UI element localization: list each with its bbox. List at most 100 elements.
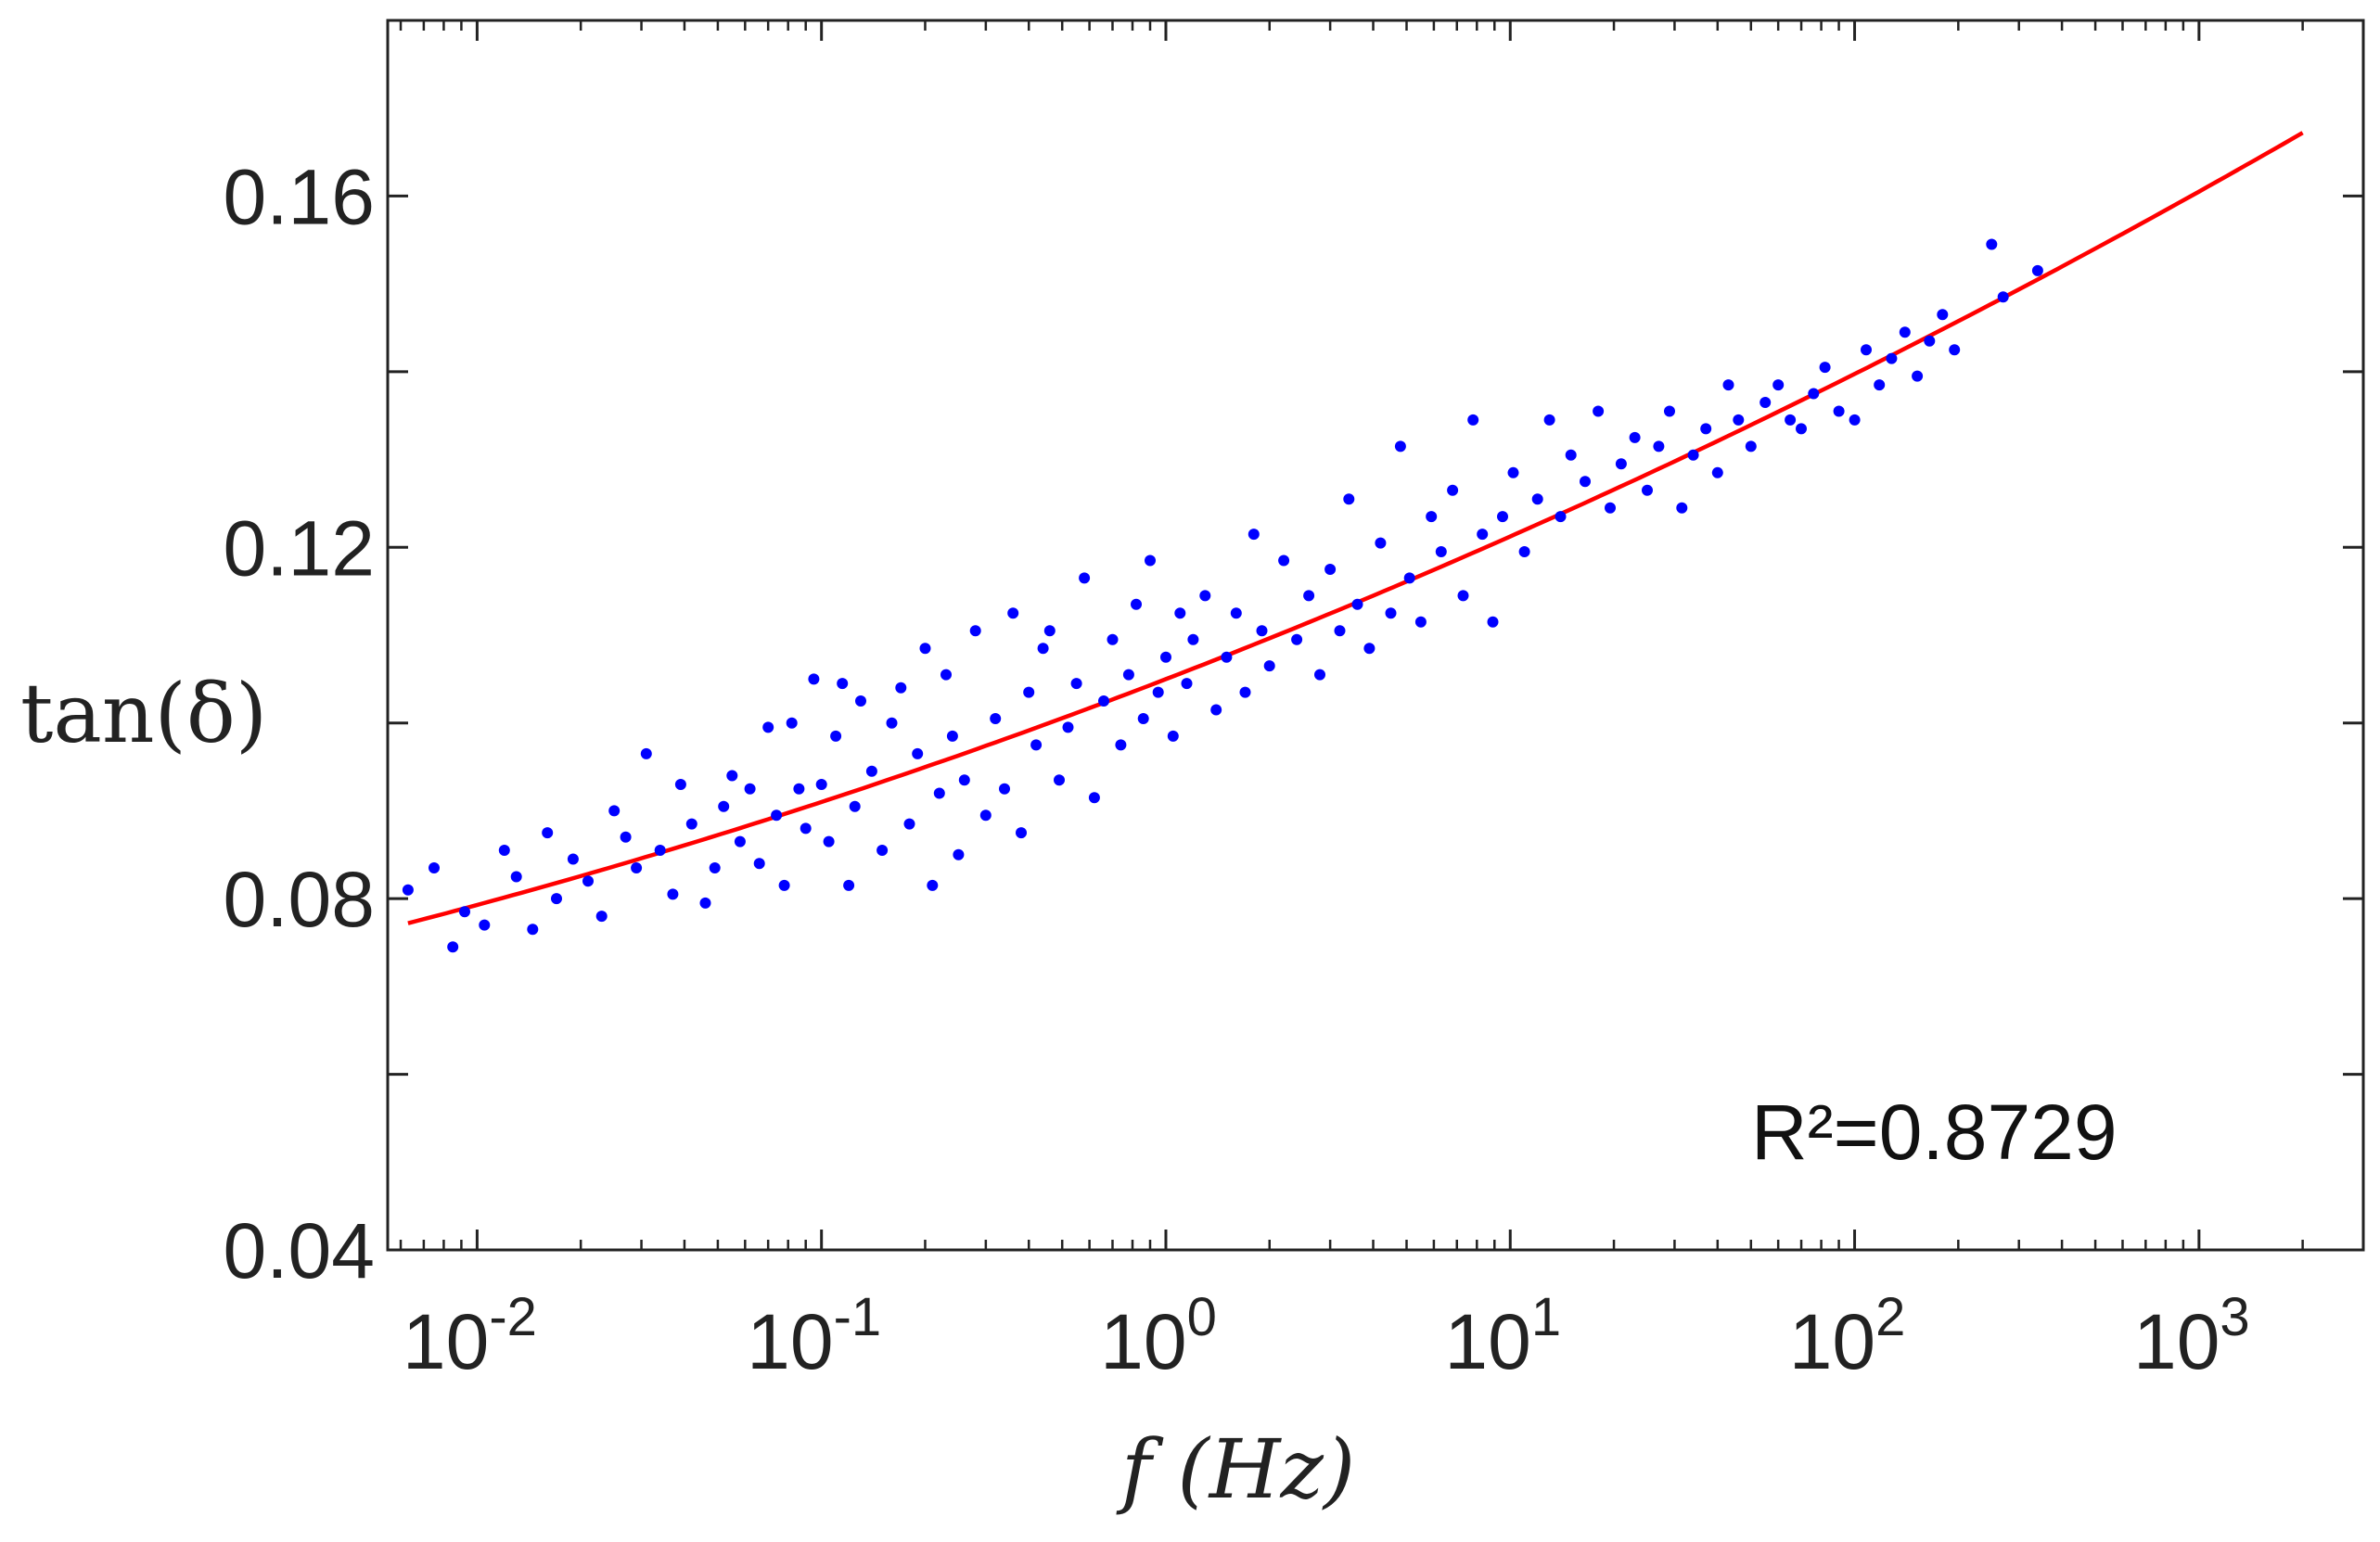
data-point [1555, 511, 1567, 523]
data-point [1263, 660, 1275, 672]
data-point [640, 747, 652, 759]
data-point [969, 625, 981, 637]
data-point [402, 884, 414, 896]
y-tick-label: 0.04 [224, 1207, 376, 1294]
data-point [1497, 511, 1508, 523]
data-point [946, 730, 958, 742]
data-point [1759, 397, 1772, 408]
data-point [1664, 405, 1675, 417]
data-point [958, 774, 970, 786]
data-point [1565, 449, 1577, 461]
data-point [1030, 739, 1043, 751]
data-point [1849, 414, 1861, 426]
data-point [1088, 792, 1100, 804]
data-point [793, 783, 805, 795]
data-point [1733, 414, 1745, 426]
data-point [1324, 564, 1337, 575]
data-point [582, 875, 594, 887]
data-point [674, 779, 686, 790]
data-point [1023, 686, 1035, 698]
data-point [1605, 502, 1616, 514]
data-point [527, 924, 539, 936]
data-point [1403, 572, 1415, 584]
data-point [1861, 344, 1872, 356]
data-point [1924, 335, 1936, 347]
data-point [608, 805, 621, 817]
data-point [1167, 730, 1179, 742]
data-point [919, 643, 931, 655]
data-point [830, 730, 842, 742]
data-point [1833, 405, 1845, 417]
y-tick-label: 0.16 [224, 153, 376, 240]
data-point [1796, 423, 1807, 435]
data-point [1037, 643, 1049, 655]
data-point [1239, 686, 1251, 698]
data-point [1676, 502, 1688, 514]
data-point [1314, 669, 1325, 681]
data-point [1174, 607, 1186, 619]
data-point [1531, 493, 1543, 505]
data-point [1334, 625, 1346, 637]
data-point [912, 747, 924, 759]
data-point [979, 809, 992, 822]
data-point [1256, 625, 1268, 637]
plot-frame [386, 19, 2365, 1252]
data-point [685, 818, 697, 830]
data-point [843, 879, 855, 891]
x-axis-title: f (Hz) [1116, 1421, 1355, 1517]
data-point [1221, 651, 1233, 663]
data-point [498, 845, 510, 856]
data-point [1435, 546, 1447, 557]
x-tick-label: 101 [1444, 1287, 1561, 1385]
data-point [1912, 370, 1924, 382]
data-point [1131, 598, 1142, 610]
data-point [1137, 713, 1149, 724]
data-point [1363, 643, 1376, 655]
data-point [1043, 625, 1056, 637]
data-point [1199, 590, 1211, 602]
x-tick-label: 10-2 [403, 1287, 537, 1385]
data-point [903, 818, 915, 830]
data-point [1079, 572, 1091, 584]
x-tick-label: 103 [2133, 1287, 2250, 1385]
data-point [1385, 607, 1397, 619]
data-point [1580, 476, 1591, 488]
data-point [1447, 484, 1459, 496]
data-point [849, 800, 861, 812]
data-point [542, 827, 554, 839]
data-point [1507, 466, 1519, 478]
points-layer [402, 238, 2043, 953]
data-point [877, 845, 889, 856]
data-point [1487, 616, 1499, 628]
data-point [778, 879, 790, 891]
data-point [667, 888, 679, 900]
axis-ticks [388, 20, 2363, 1252]
data-point [1248, 529, 1260, 541]
data-point [479, 919, 491, 931]
data-point [726, 770, 738, 782]
data-point [1949, 344, 1961, 356]
data-point [459, 906, 470, 918]
data-point [786, 717, 798, 729]
data-point [1937, 309, 1949, 321]
data-point [631, 862, 643, 873]
data-point [1615, 458, 1627, 470]
data-point [990, 713, 1002, 724]
data-point [1210, 704, 1222, 716]
data-point [1070, 678, 1082, 690]
data-point [1054, 774, 1065, 786]
data-point [595, 911, 608, 923]
data-point [1160, 651, 1171, 663]
data-point [895, 682, 907, 694]
x-tick-label: 100 [1100, 1287, 1217, 1385]
data-point [1343, 493, 1355, 505]
data-point [1375, 537, 1387, 549]
data-point [808, 673, 820, 685]
data-point [837, 678, 849, 690]
data-point [1467, 414, 1479, 426]
data-point [1477, 529, 1489, 541]
data-point [734, 835, 746, 847]
data-point [953, 848, 965, 860]
data-point [1518, 546, 1530, 557]
